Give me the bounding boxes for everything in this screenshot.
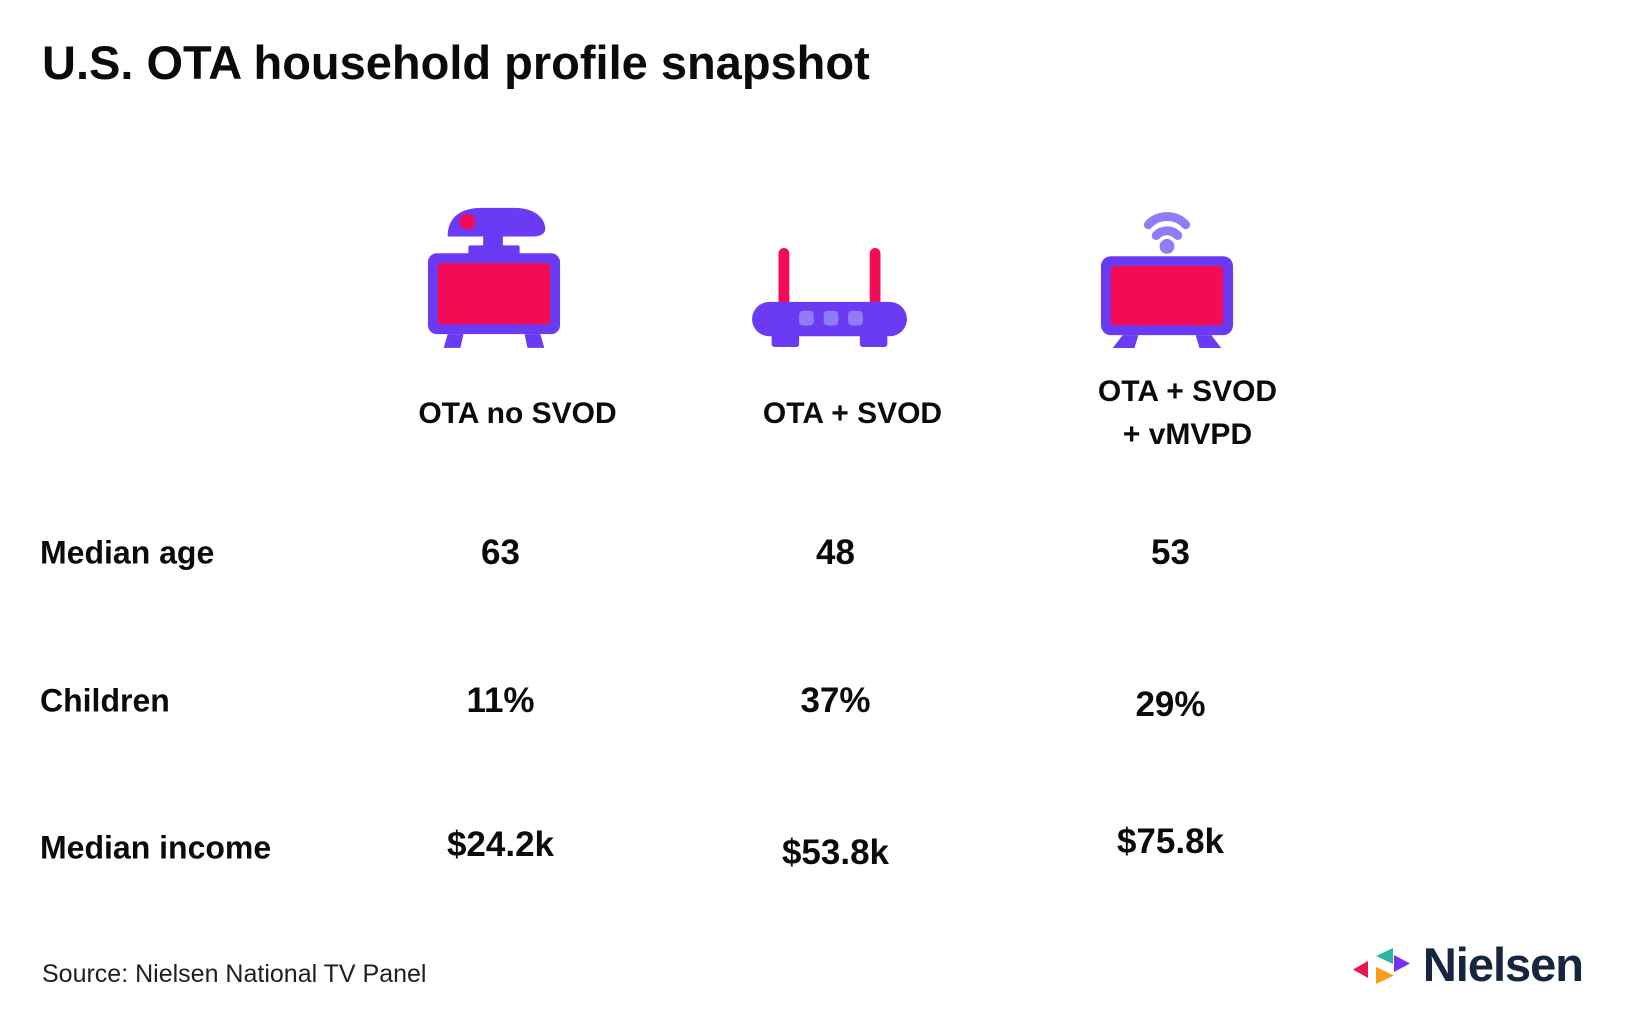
value-cell: $75.8k <box>1116 822 1225 861</box>
nielsen-wordmark: Nielsen <box>1422 938 1584 991</box>
value-cell: $24.2k <box>446 825 555 864</box>
value-cell: 63 <box>481 533 520 572</box>
column-headers: OTA no SVOD OTA + SVOD OTA + SVOD + vMVP… <box>350 370 1355 456</box>
row-values: $24.2k $53.8k $75.8k <box>333 822 1338 872</box>
column-header-line: + vMVPD <box>1122 418 1253 451</box>
row-label: Median age <box>40 534 215 571</box>
column-icon-slot-ota-svod <box>749 198 909 348</box>
source-note: Source: Nielsen National TV Panel <box>42 960 427 988</box>
row-label: Median income <box>40 829 272 866</box>
column-icon-slot-ota-svod-vmvpd <box>1087 198 1247 348</box>
column-header-ota-no-svod: OTA no SVOD <box>350 370 685 456</box>
row-label: Children <box>40 682 170 719</box>
column-header-line: OTA no SVOD <box>418 396 617 430</box>
row-values: 63 48 53 <box>333 533 1338 573</box>
row-children: Children 11% 37% 29% <box>0 666 1625 736</box>
column-header-ota-svod: OTA + SVOD <box>685 370 1020 456</box>
column-header-line: OTA + SVOD <box>762 396 943 430</box>
row-median-age: Median age 63 48 53 <box>0 518 1625 588</box>
value-cell: 53 <box>1151 533 1190 572</box>
value-cell: 29% <box>1135 685 1206 724</box>
nielsen-logo: Nielsen <box>1352 938 1584 991</box>
tv-antenna-icon <box>427 207 561 348</box>
column-header-line: OTA + SVOD <box>1097 375 1278 408</box>
value-cell: 37% <box>800 681 871 720</box>
value-cell: 11% <box>466 681 535 720</box>
tv-wifi-icon <box>1100 212 1234 348</box>
value-cell: $53.8k <box>781 833 890 872</box>
row-values: 11% 37% 29% <box>333 681 1338 724</box>
row-median-income: Median income $24.2k $53.8k $75.8k <box>0 813 1625 883</box>
column-header-ota-svod-vmvpd: OTA + SVOD + vMVPD <box>1020 370 1355 456</box>
page-title: U.S. OTA household profile snapshot <box>42 36 870 89</box>
router-icon <box>751 248 907 348</box>
column-icon-slot-ota-no-svod <box>414 198 574 348</box>
nielsen-logo-mark-icon <box>1352 947 1410 984</box>
value-cell: 48 <box>816 533 855 572</box>
